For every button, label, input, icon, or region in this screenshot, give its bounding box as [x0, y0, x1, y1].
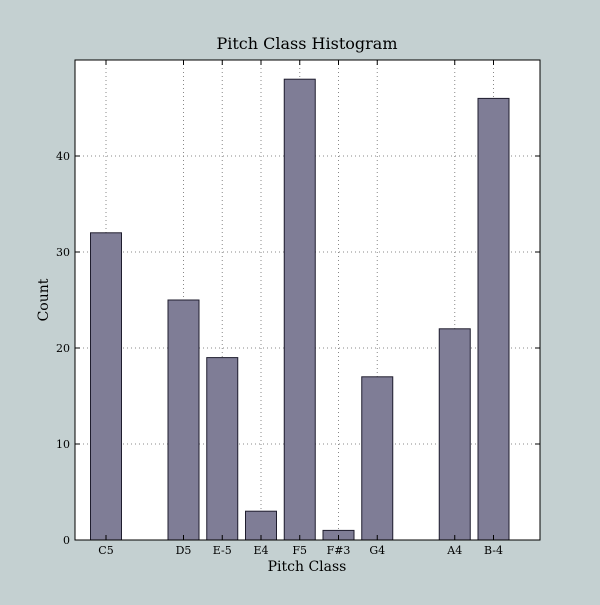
bar-g4	[361, 376, 394, 541]
x-tick-label: E-5	[213, 544, 232, 557]
x-tick-label: F#3	[327, 544, 351, 557]
bar-f5	[283, 78, 316, 541]
y-tick-label: 0	[63, 534, 70, 547]
x-tick-label: F5	[292, 544, 307, 557]
x-tick-label: A4	[446, 544, 462, 557]
chart-title: Pitch Class Histogram	[216, 34, 397, 53]
x-tick-label: B-4	[484, 544, 503, 557]
y-tick-label: 40	[56, 150, 70, 163]
x-tick-label: E4	[253, 544, 268, 557]
plot-area: 0 10 20 30 40 C5 D5 E-5 E4 F5 F#3 G4 A4 B-4	[56, 59, 541, 557]
y-tick-label: 10	[56, 438, 70, 451]
bar-d5	[167, 299, 200, 541]
bar-b-4	[477, 97, 510, 541]
x-tick-label: C5	[98, 544, 113, 557]
y-tick-label: 30	[56, 246, 70, 259]
y-tick-label: 20	[56, 342, 70, 355]
bar-e-5	[206, 357, 239, 541]
bar-a4	[438, 328, 471, 541]
axes-frame	[74, 59, 541, 541]
x-tick-label: G4	[369, 544, 385, 557]
y-axis-label: Count	[36, 278, 52, 321]
bar-c5	[90, 232, 122, 541]
x-axis-label: Pitch Class	[268, 559, 347, 575]
x-tick-label: D5	[176, 544, 192, 557]
